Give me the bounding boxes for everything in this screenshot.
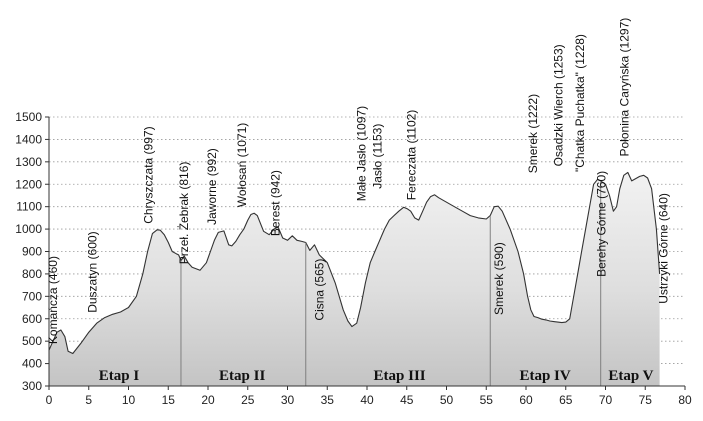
x-tick-label: 75 xyxy=(639,393,653,407)
peak-label: Połonina Caryńska (1297) xyxy=(618,18,632,157)
x-tick-label: 40 xyxy=(360,393,374,407)
y-tick-label: 800 xyxy=(22,267,42,281)
peak-label: Osadzki Wierch (1253) xyxy=(552,44,566,166)
x-tick-label: 35 xyxy=(321,393,335,407)
peak-label: "Chatka Puchatka" (1228) xyxy=(573,34,587,172)
x-tick-label: 30 xyxy=(281,393,295,407)
y-tick-label: 1500 xyxy=(15,110,42,124)
x-tick-label: 15 xyxy=(162,393,176,407)
y-tick-label: 700 xyxy=(22,289,42,303)
peak-label: Jaworne (992) xyxy=(205,148,219,225)
peak-label: Przeł. Żebrak (816) xyxy=(177,162,191,265)
profile-fill xyxy=(49,172,660,386)
peak-label: Smerek (1222) xyxy=(526,94,540,173)
peak-label: Małe Jasło (1097) xyxy=(354,106,368,201)
y-tick-label: 1100 xyxy=(16,200,42,214)
peak-label: Berest (942) xyxy=(269,170,283,236)
axes: 3004005006007008009001000110012001300140… xyxy=(15,110,692,407)
x-tick-label: 80 xyxy=(678,393,692,407)
peak-label: Smerek (590) xyxy=(492,242,506,315)
y-tick-label: 1400 xyxy=(15,132,42,146)
stage-label: Etap V xyxy=(608,368,653,384)
stage-labels: Etap I Etap II Etap III Etap IV Etap V xyxy=(99,368,654,384)
x-tick-label: 10 xyxy=(122,393,136,407)
y-tick-label: 600 xyxy=(22,312,42,326)
y-tick-label: 1300 xyxy=(15,155,42,169)
y-tick-label: 1000 xyxy=(15,222,42,236)
peak-label: Cisna (565) xyxy=(312,259,326,321)
peak-label: Berehy Górne (760) xyxy=(595,171,609,277)
y-tick-label: 500 xyxy=(22,334,42,348)
peak-label: Chryszczata (997) xyxy=(141,126,155,223)
x-tick-label: 65 xyxy=(559,393,573,407)
stage-dividers xyxy=(180,180,602,386)
profile-line xyxy=(48,171,661,355)
peak-labels: Komańcza (460) Duszatyn (600) Chryszczata … xyxy=(46,18,671,344)
y-tick-label: 900 xyxy=(22,245,42,259)
x-tick-label: 60 xyxy=(519,393,533,407)
y-tick-label: 400 xyxy=(22,357,42,371)
x-tick-label: 50 xyxy=(440,393,454,407)
peak-label: Wołosań (1071) xyxy=(235,123,249,208)
x-tick-label: 20 xyxy=(201,393,215,407)
stage-label: Etap IV xyxy=(519,368,570,384)
peak-label: Duszatyn (600) xyxy=(86,231,100,312)
peak-label: Ustrzyki Górne (640) xyxy=(657,193,671,304)
x-tick-label: 70 xyxy=(599,393,613,407)
stage-label: Etap II xyxy=(219,368,265,384)
profile-area xyxy=(48,171,661,386)
stage-label: Etap I xyxy=(99,368,140,384)
y-tick-label: 1200 xyxy=(15,177,42,191)
peak-label: Fereczata (1102) xyxy=(405,110,419,201)
x-tick-label: 55 xyxy=(480,393,494,407)
peak-label: Jasło (1153) xyxy=(370,124,384,189)
stage-label: Etap III xyxy=(374,368,426,384)
peak-label: Komańcza (460) xyxy=(46,256,60,344)
y-tick-label: 300 xyxy=(22,379,42,393)
x-tick-label: 0 xyxy=(46,393,53,407)
x-tick-label: 25 xyxy=(241,393,255,407)
x-tick-label: 45 xyxy=(400,393,414,407)
x-tick-label: 5 xyxy=(85,393,92,407)
